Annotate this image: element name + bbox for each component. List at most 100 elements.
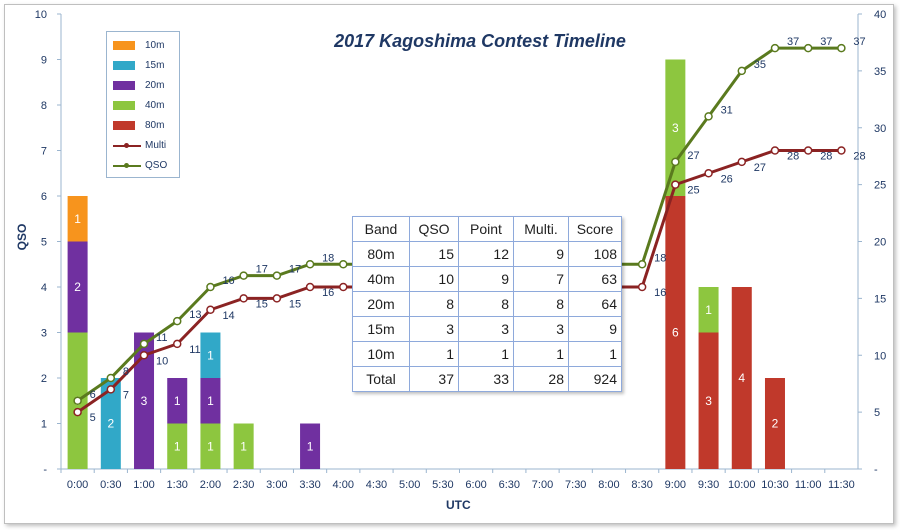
x-axis-label: UTC (446, 498, 471, 512)
legend-item-15m: 15m (113, 58, 164, 72)
legend-swatch-10m (113, 40, 135, 50)
legend-label-qso: QSO (145, 159, 168, 171)
x-tick-label: 4:30 (366, 479, 387, 491)
point-data-label: 13 (189, 309, 201, 321)
table-row: 40m 10 9 7 63 (352, 266, 622, 292)
cell-qso: 8 (409, 291, 459, 317)
x-tick-label: 2:00 (200, 479, 221, 491)
point-QSO (339, 260, 348, 269)
x-tick-label: 11:00 (795, 479, 822, 491)
score-table: Band QSO Point Multi. Score 80m 15 12 9 … (352, 216, 622, 392)
chart-axes (57, 13, 862, 473)
point-data-label: 15 (256, 298, 268, 310)
point-QSO (305, 260, 315, 269)
point-data-label: 27 (754, 162, 766, 174)
y-left-tick-label: 9 (41, 55, 47, 67)
point-data-label: 28 (820, 151, 832, 163)
point-QSO (206, 282, 215, 292)
x-tick-label: 1:00 (133, 479, 154, 491)
point-QSO (106, 373, 116, 383)
cell-qso: 1 (409, 341, 459, 367)
point-QSO (770, 43, 780, 53)
bar-80m-9:30 (698, 332, 719, 469)
bar-data-label: 1 (174, 439, 181, 453)
point-data-label: 37 (787, 36, 799, 48)
table-row: 15m 3 3 3 9 (352, 316, 622, 342)
point-QSO (239, 271, 248, 280)
point-QSO (704, 112, 713, 121)
point-QSO (139, 339, 149, 349)
point-data-label: 35 (754, 59, 766, 71)
cell-band: 40m (352, 266, 410, 292)
point-Multi (704, 169, 713, 178)
point-data-label: 25 (687, 185, 699, 197)
cell-score: 108 (568, 241, 622, 267)
y-right-tick-label: 25 (874, 180, 886, 192)
point-Multi (737, 157, 747, 167)
x-tick-label: 7:00 (532, 479, 553, 491)
cell-band: 80m (352, 241, 410, 267)
y-left-tick-label: 5 (41, 237, 47, 249)
point-data-label: 28 (853, 151, 865, 163)
cell-band: 15m (352, 316, 410, 342)
cell-point: 1 (458, 341, 514, 367)
cell-multi: 9 (513, 241, 569, 267)
bar-40m-1:30 (167, 423, 188, 469)
legend-label-40m: 40m (145, 99, 165, 111)
x-tick-label: 1:30 (167, 479, 188, 491)
point-Multi (637, 282, 647, 292)
bar-10m-0:00 (67, 196, 88, 242)
bar-15m-2:00 (200, 332, 221, 378)
point-data-label: 26 (721, 173, 733, 185)
line-Multi (76, 149, 842, 414)
cell-qso: 10 (409, 266, 459, 292)
point-data-label: 7 (123, 389, 129, 401)
cell-band: 20m (352, 291, 410, 317)
legend-item-40m: 40m (113, 98, 164, 112)
legend-swatch-20m (113, 80, 135, 90)
cell-multi: 8 (513, 291, 569, 317)
bar-data-label: 2 (107, 417, 114, 431)
point-Multi (837, 146, 846, 155)
x-tick-label: 2:30 (233, 479, 254, 491)
x-tick-label: 8:30 (631, 479, 652, 491)
point-QSO (73, 396, 82, 405)
legend-label-multi: Multi (145, 139, 167, 151)
point-data-label: 31 (721, 104, 733, 116)
point-Multi (239, 294, 248, 303)
bar-40m-9:00 (665, 59, 686, 196)
bar-data-label: 3 (705, 394, 712, 408)
bar-data-label: 1 (240, 439, 247, 453)
bar-20m-2:00 (200, 378, 221, 424)
y-axis-label: QSO (15, 223, 29, 251)
cell-point: 8 (458, 291, 514, 317)
cell-qso: 15 (409, 241, 459, 267)
x-tick-label: 4:00 (333, 479, 354, 491)
legend-item-80m: 80m (113, 118, 164, 132)
x-tick-label: 8:00 (598, 479, 619, 491)
table-row: 20m 8 8 8 64 (352, 291, 622, 317)
bar-20m-0:00 (67, 241, 88, 333)
table-row: 10m 1 1 1 1 (352, 341, 622, 367)
x-tick-label: 10:00 (728, 479, 756, 491)
bar-data-label: 1 (174, 394, 181, 408)
table-row-total: Total 37 33 28 924 (352, 366, 622, 392)
bar-data-label: 1 (705, 303, 712, 317)
legend-item-multi: Multi (113, 138, 166, 152)
cell-point: 33 (458, 366, 514, 392)
x-tick-label: 0:00 (67, 479, 88, 491)
point-data-label: 18 (654, 252, 666, 264)
legend-label-20m: 20m (145, 79, 165, 91)
x-tick-label: 6:00 (465, 479, 486, 491)
cell-point: 9 (458, 266, 514, 292)
bar-data-label: 1 (207, 394, 214, 408)
x-tick-label: 5:30 (432, 479, 453, 491)
point-Multi (339, 282, 348, 292)
point-data-label: 37 (820, 36, 832, 48)
bar-data-label: 3 (141, 394, 148, 408)
point-QSO (671, 157, 680, 167)
cell-qso: 37 (409, 366, 459, 392)
header-multi: Multi. (513, 216, 569, 242)
